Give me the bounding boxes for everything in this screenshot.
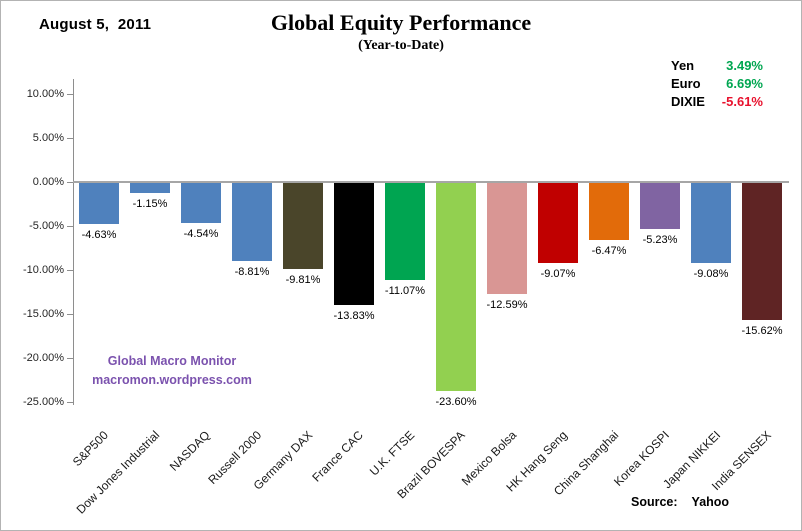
y-tick-mark: [67, 314, 73, 315]
bar: [79, 183, 119, 224]
bar-value-label: -5.23%: [642, 234, 678, 246]
fx-value: 3.49%: [726, 58, 763, 73]
y-tick-label: -5.00%: [29, 220, 64, 232]
fx-label: Euro: [671, 76, 701, 91]
bar-value-label: -9.07%: [540, 268, 576, 280]
bar: [538, 183, 578, 263]
bar: [487, 183, 527, 294]
bar: [385, 183, 425, 280]
watermark-line1: Global Macro Monitor: [107, 354, 237, 368]
y-tick-label: 5.00%: [32, 132, 64, 144]
y-tick-mark: [67, 138, 73, 139]
bar: [130, 183, 170, 193]
bar: [181, 183, 221, 223]
fx-label: DIXIE: [671, 94, 705, 109]
fx-row-dixie: DIXIE -5.61%: [671, 93, 763, 111]
category-label: U.K. FTSE: [366, 428, 417, 479]
fx-value: 6.69%: [726, 76, 763, 91]
fx-legend: Yen 3.49% Euro 6.69% DIXIE -5.61%: [671, 57, 763, 111]
y-tick-label: -25.00%: [23, 396, 64, 408]
y-tick-label: -15.00%: [23, 308, 64, 320]
bar: [436, 183, 476, 391]
bar: [283, 183, 323, 269]
category-label: S&P500: [69, 428, 111, 470]
bar: [589, 183, 629, 240]
report-date: August 5, 2011: [39, 16, 152, 33]
bar: [742, 183, 782, 320]
bar-value-label: -6.47%: [591, 245, 627, 257]
bar-value-label: -12.59%: [486, 299, 528, 311]
y-tick-mark: [67, 270, 73, 271]
bar: [691, 183, 731, 263]
y-axis-line: [73, 79, 74, 405]
bar-value-label: -4.63%: [81, 229, 117, 241]
bar-value-label: -9.08%: [693, 268, 729, 280]
fx-label: Yen: [671, 58, 695, 73]
bar-value-label: -11.07%: [384, 285, 426, 297]
source-note: Source: Yahoo: [631, 495, 729, 509]
y-tick-mark: [67, 226, 73, 227]
watermark: Global Macro Monitor macromon.wordpress.…: [87, 352, 257, 390]
bar-value-label: -15.62%: [741, 325, 783, 337]
bar-value-label: -23.60%: [435, 396, 477, 408]
bar: [334, 183, 374, 305]
y-tick-mark: [67, 182, 73, 183]
watermark-line2: macromon.wordpress.com: [92, 373, 252, 387]
y-tick-mark: [67, 358, 73, 359]
bar-value-label: -13.83%: [333, 310, 375, 322]
chart-title: Global Equity Performance: [270, 10, 532, 35]
source-label: Source:: [631, 495, 678, 509]
y-tick-label: -10.00%: [23, 264, 64, 276]
fx-row-yen: Yen 3.49%: [671, 57, 763, 75]
fx-row-euro: Euro 6.69%: [671, 75, 763, 93]
y-tick-mark: [67, 94, 73, 95]
category-label: NASDAQ: [167, 428, 213, 474]
source-value: Yahoo: [691, 495, 730, 509]
bar-value-label: -8.81%: [234, 266, 270, 278]
y-tick-label: 10.00%: [26, 88, 64, 100]
zero-axis-line: [73, 181, 789, 183]
chart-subtitle: (Year-to-Date): [358, 38, 444, 53]
bar-value-label: -4.54%: [183, 228, 219, 240]
y-tick-label: -20.00%: [23, 352, 64, 364]
y-tick-label: 0.00%: [32, 176, 64, 188]
category-label: France CAC: [309, 428, 366, 485]
bar-value-label: -1.15%: [132, 198, 168, 210]
y-tick-mark: [67, 402, 73, 403]
bar-value-label: -9.81%: [285, 274, 321, 286]
bar: [232, 183, 272, 261]
bar: [640, 183, 680, 229]
fx-value: -5.61%: [721, 94, 763, 109]
